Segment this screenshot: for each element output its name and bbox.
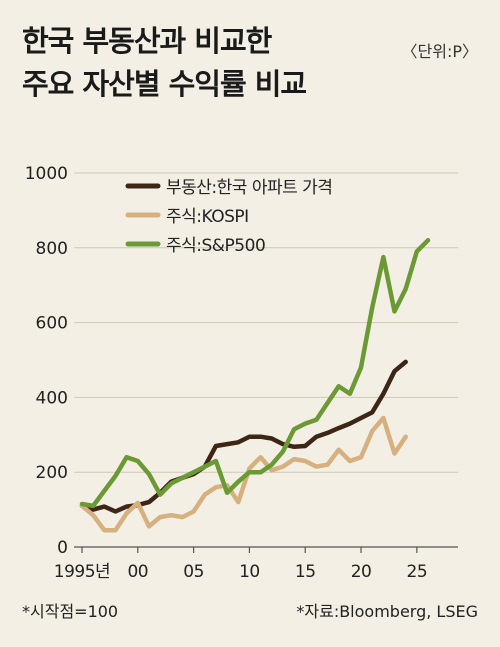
y-tick-label: 0 [57,538,68,558]
line-chart: 0 200 400 600 800 1000 1995년 00 05 10 15 20 25 부동산:한국… [25,164,458,582]
y-tick-label: 400 [36,388,68,408]
y-tick-label: 600 [36,314,68,334]
x-tick-label: 25 [407,562,428,582]
x-tick-label: 05 [183,562,204,582]
x-tick-label: 1995년 [54,562,110,582]
y-tick-label: 200 [36,463,68,483]
chart-title: 한국 부동산과 비교한 주요 자산별 수익률 비교 [22,20,307,106]
y-tick-label: 1000 [25,164,68,184]
x-tick-label: 15 [295,562,316,582]
x-tick-label: 00 [127,562,148,582]
chart-title-line2: 주요 자산별 수익률 비교 [22,67,307,101]
series-line-3 [79,238,431,509]
x-tick-label: 10 [239,562,260,582]
legend-label-2: 주식:KOSPI [166,207,249,227]
chart-title-line1: 한국 부동산과 비교한 [22,24,272,58]
series-line-2 [79,415,408,533]
unit-label: 〈단위:P〉 [401,42,478,61]
footnote-start-point: *시작점=100 [22,602,119,621]
legend-label-3: 주식:S&P500 [166,236,265,256]
y-tick-label: 800 [36,239,68,259]
footnote-source: *자료:Bloomberg, LSEG [296,602,478,621]
x-tick-label: 20 [351,562,372,582]
legend-label-1: 부동산:한국 아파트 가격 [166,178,332,198]
